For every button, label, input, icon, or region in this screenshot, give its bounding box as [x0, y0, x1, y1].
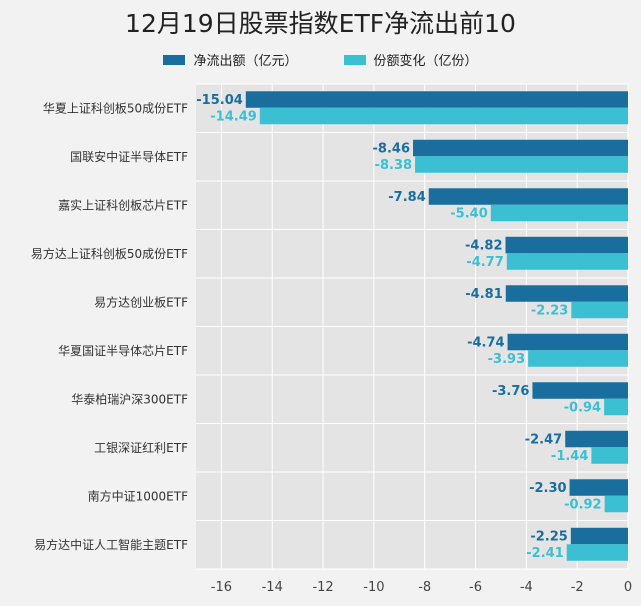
- bar-outflow: [505, 285, 628, 302]
- legend: 净流出额（亿元） 份额变化（亿份）: [0, 50, 641, 69]
- category-label: 嘉实上证科创板芯片ETF: [58, 197, 188, 212]
- bar-share-change: [528, 350, 628, 367]
- data-label-share-change: -0.92: [564, 498, 601, 513]
- legend-label-outflow: 净流出额（亿元）: [193, 54, 298, 69]
- legend-swatch-share-change: [343, 54, 366, 65]
- bar-share-change: [604, 495, 628, 513]
- data-label-share-change: -0.94: [564, 401, 601, 416]
- bar-outflow: [569, 479, 628, 496]
- data-label-outflow: -2.30: [529, 481, 566, 496]
- legend-item-outflow: 净流出额（亿元）: [163, 50, 298, 69]
- data-label-outflow: -3.76: [492, 384, 529, 399]
- bar-share-change: [571, 301, 628, 319]
- chart-title: 12月19日股票指数ETF净流出前10: [125, 9, 516, 38]
- bar-outflow: [505, 236, 628, 254]
- legend-label-share-change: 份额变化（亿份）: [373, 54, 478, 69]
- bar-share-change: [490, 204, 628, 222]
- category-label: 工银深证红利ETF: [94, 440, 188, 455]
- bar-outflow: [565, 430, 628, 448]
- bar-share-change: [566, 544, 628, 561]
- bar-outflow: [245, 91, 628, 108]
- bar-share-change: [415, 156, 628, 173]
- data-label-outflow: -2.47: [525, 433, 562, 448]
- data-label-outflow: -4.74: [467, 336, 504, 351]
- category-label: 易方达创业板ETF: [94, 294, 188, 309]
- x-tick-label: 0: [624, 580, 632, 595]
- x-tick-label: -12: [312, 580, 333, 595]
- data-label-outflow: -15.04: [196, 93, 243, 108]
- bar-share-change: [604, 398, 628, 416]
- data-label-outflow: -4.81: [465, 287, 502, 302]
- data-label-share-change: -8.38: [375, 158, 412, 173]
- legend-swatch-outflow: [163, 54, 186, 65]
- data-label-share-change: -2.41: [526, 546, 563, 561]
- category-label: 易方达中证人工智能主题ETF: [34, 537, 188, 552]
- data-label-share-change: -5.40: [450, 207, 487, 222]
- category-label: 华夏国证半导体芯片ETF: [58, 344, 188, 358]
- category-label: 南方中证1000ETF: [88, 488, 188, 503]
- category-label: 国联安中证半导体ETF: [70, 149, 188, 164]
- data-label-outflow: -8.46: [373, 142, 410, 157]
- data-label-share-change: -14.49: [210, 110, 257, 125]
- x-tick-label: -14: [262, 580, 283, 595]
- x-tick-label: -6: [469, 580, 482, 595]
- category-label: 华夏上证科创板50成份ETF: [43, 101, 188, 115]
- bar-share-change: [259, 107, 628, 125]
- data-label-outflow: -7.84: [388, 190, 425, 205]
- bar-outflow: [570, 527, 628, 545]
- category-label: 易方达上证科创板50成份ETF: [31, 246, 188, 261]
- category-label: 华泰柏瑞沪深300ETF: [71, 391, 188, 406]
- x-tick-label: -4: [520, 580, 533, 595]
- bar-share-change: [591, 447, 628, 464]
- data-label-share-change: -3.93: [488, 352, 525, 367]
- bar-outflow: [507, 333, 628, 351]
- data-label-outflow: -2.25: [530, 530, 567, 545]
- data-label-share-change: -1.44: [551, 449, 588, 464]
- data-label-share-change: -2.23: [531, 304, 568, 319]
- bar-outflow: [532, 382, 628, 399]
- data-label-outflow: -4.82: [465, 239, 502, 254]
- bar-outflow: [428, 188, 628, 205]
- x-tick-label: -10: [363, 580, 384, 595]
- data-label-share-change: -4.77: [466, 255, 503, 270]
- bar-share-change: [506, 253, 628, 270]
- x-tick-label: -8: [418, 580, 431, 595]
- x-tick-label: -16: [211, 580, 232, 595]
- bar-outflow: [413, 139, 628, 157]
- x-tick-label: -2: [571, 580, 584, 595]
- legend-item-share-change: 份额变化（亿份）: [343, 50, 478, 69]
